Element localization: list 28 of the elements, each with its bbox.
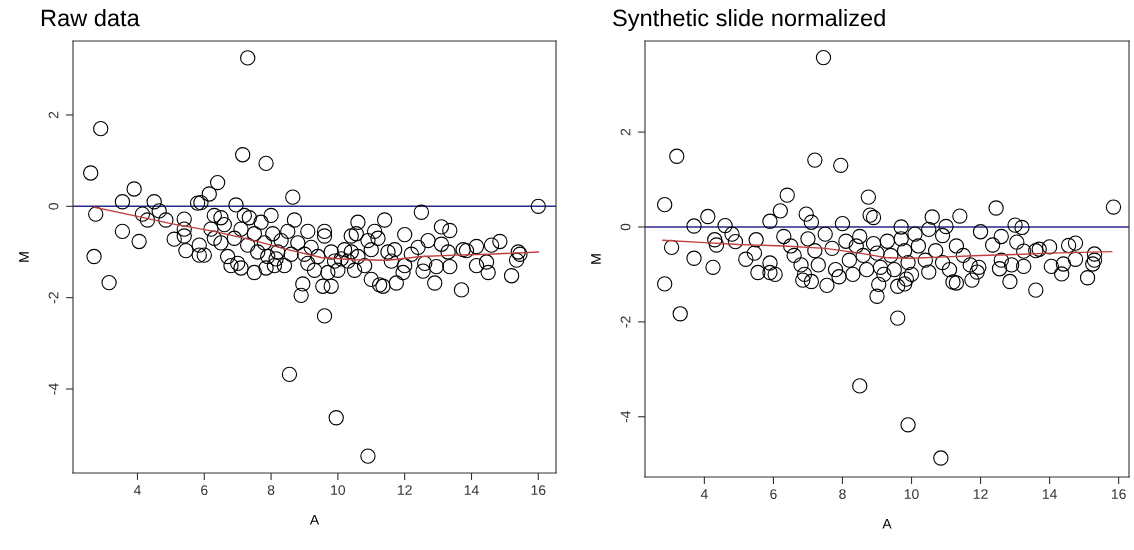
x-tick-label: 16 xyxy=(1111,489,1126,500)
y-tick-label: 2 xyxy=(620,128,631,136)
x-tick-label: 12 xyxy=(398,485,412,495)
y-axis-title: M xyxy=(19,252,29,262)
y-tick-label: -2 xyxy=(620,316,631,328)
x-tick-label: 10 xyxy=(904,489,919,500)
chart-title: Raw data xyxy=(41,9,140,27)
y-tick-label: 2 xyxy=(48,111,59,119)
x-tick-label: 10 xyxy=(331,485,346,496)
x-tick-label: 8 xyxy=(267,485,275,496)
y-tick-label: 0 xyxy=(620,223,631,231)
x-axis-title: A xyxy=(882,518,892,529)
y-axis-title: M xyxy=(591,254,601,264)
x-tick-label: 14 xyxy=(1042,489,1057,499)
x-tick-label: 4 xyxy=(133,485,141,495)
x-tick-label: 6 xyxy=(770,489,777,500)
x-tick-label: 12 xyxy=(973,489,988,499)
y-tick-label: -2 xyxy=(48,292,59,304)
x-tick-label: 16 xyxy=(531,485,546,496)
x-tick-label: 14 xyxy=(464,485,479,495)
y-tick-label: 0 xyxy=(48,202,59,210)
y-tick-label: -4 xyxy=(620,410,631,423)
x-tick-label: 6 xyxy=(201,485,208,496)
y-tick-label: -4 xyxy=(48,383,59,395)
x-tick-label: 8 xyxy=(839,489,846,500)
x-axis-title: A xyxy=(309,514,320,525)
x-tick-label: 4 xyxy=(700,489,708,499)
chart-title: Synthetic slide normalized xyxy=(613,9,885,31)
